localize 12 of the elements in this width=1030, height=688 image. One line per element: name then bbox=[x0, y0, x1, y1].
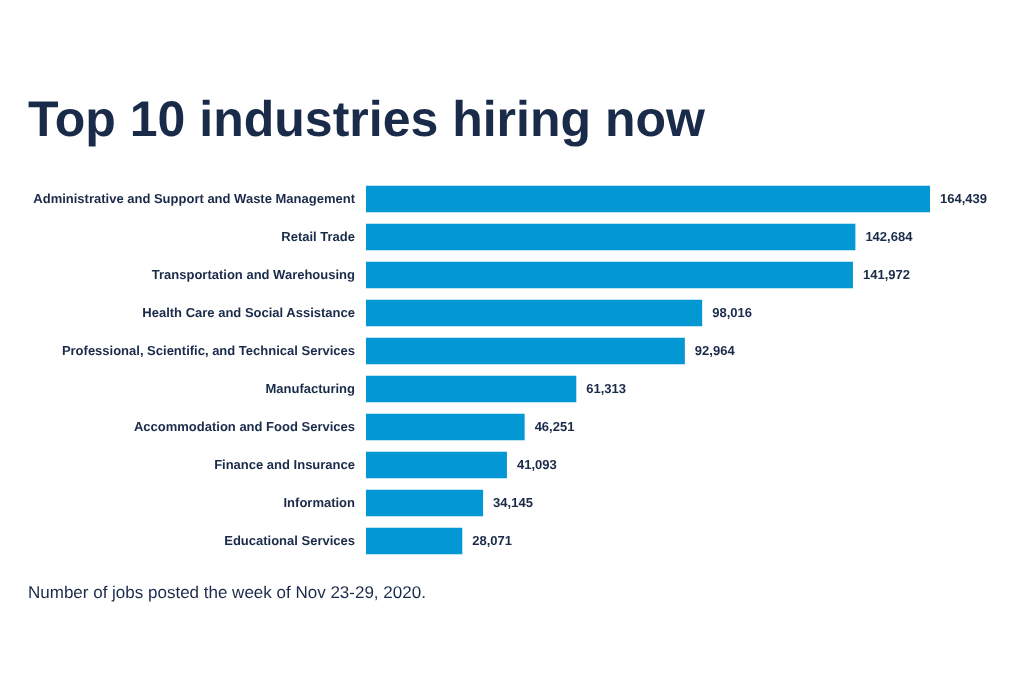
bar bbox=[366, 185, 930, 213]
chart-title: Top 10 industries hiring now bbox=[28, 92, 705, 150]
bar bbox=[366, 527, 463, 555]
bar bbox=[366, 261, 853, 289]
bar bbox=[366, 223, 856, 251]
bar bbox=[366, 337, 685, 365]
text: Number of jobs posted the week of Nov 23-29, 2020. bbox=[28, 582, 426, 602]
bar bbox=[366, 299, 703, 327]
bar bbox=[366, 413, 525, 441]
bar bbox=[366, 451, 507, 479]
bar bbox=[366, 489, 484, 517]
bar bbox=[366, 375, 577, 403]
